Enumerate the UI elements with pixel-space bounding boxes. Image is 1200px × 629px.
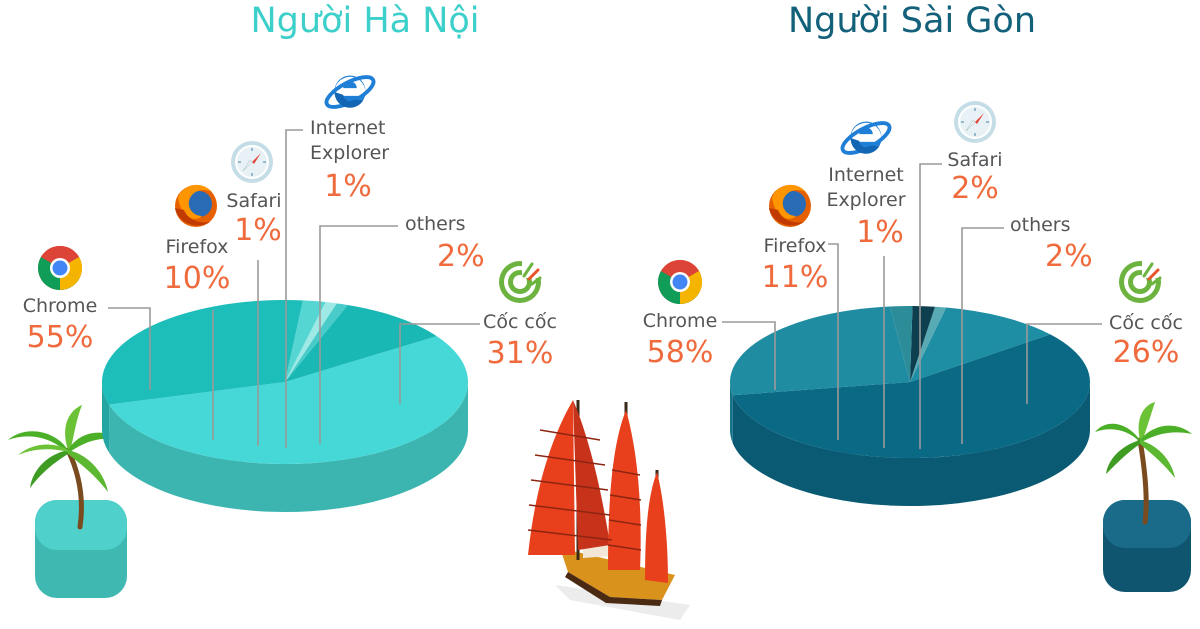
slice-label-chrome: Chrome	[23, 295, 98, 317]
pie-slice-chrome	[732, 334, 1090, 458]
slice-percent-others: 2%	[1045, 239, 1093, 274]
saigon-title: Người Sài Gòn	[788, 1, 1036, 41]
leader-line-c-c-c-c	[399, 323, 480, 404]
junk-boat-icon	[527, 400, 690, 620]
slice-label-c-c-c-c: Cốc cốc	[483, 311, 557, 333]
safari-icon	[230, 140, 274, 184]
slice-label-internet-explorer: Internet Explorer	[310, 117, 389, 164]
firefox-icon	[769, 184, 811, 227]
slice-label-others: others	[1010, 214, 1071, 236]
leader-line-chrome	[722, 321, 776, 390]
pie-slice-internet-explorer	[285, 302, 337, 382]
safari-icon	[953, 100, 997, 144]
slice-label-c-c-c-c: Cốc cốc	[1109, 312, 1183, 334]
pie-slice-safari	[285, 303, 348, 382]
internet-explorer-icon	[321, 69, 379, 115]
saigon-pie-chart	[730, 306, 1090, 507]
leader-line-others	[319, 225, 398, 444]
leader-line-safari	[919, 163, 942, 449]
slice-label-safari: Safari	[226, 190, 281, 212]
pie-slice-chrome	[109, 336, 468, 464]
slice-label-firefox: Firefox	[764, 235, 827, 257]
chrome-icon	[658, 260, 702, 304]
slice-percent-c-c-c-c: 26%	[1113, 335, 1180, 370]
firefox-icon	[175, 184, 217, 227]
leader-line-c-c-c-c	[1026, 323, 1102, 404]
leader-line-chrome	[108, 307, 151, 390]
internet-explorer-icon	[837, 115, 895, 161]
pie-side-c-c-c-c	[730, 382, 733, 444]
slice-label-others: others	[405, 213, 466, 235]
pie-slice-internet-explorer	[910, 306, 947, 382]
leader-line-firefox	[828, 243, 839, 440]
palm-tree-left-icon	[8, 405, 127, 598]
slice-percent-internet-explorer: 1%	[324, 169, 372, 204]
slice-percent-safari: 2%	[951, 171, 999, 206]
palm-tree-right-icon	[1095, 402, 1192, 592]
slice-percent-safari: 1%	[234, 213, 282, 248]
pie-side-c-c-c-c	[102, 382, 110, 453]
slice-label-safari: Safari	[947, 149, 1002, 171]
slice-percent-c-c-c-c: 31%	[487, 336, 554, 371]
hanoi-pie-chart	[102, 300, 468, 512]
slice-percent-chrome: 55%	[27, 320, 94, 355]
slice-percent-chrome: 58%	[647, 335, 714, 370]
slice-percent-internet-explorer: 1%	[856, 215, 904, 250]
leader-line-others	[961, 227, 1004, 444]
pie-slice-others	[285, 300, 326, 382]
pie-top	[730, 306, 1090, 458]
slice-label-internet-explorer: Internet Explorer	[826, 164, 905, 211]
pie-sides	[730, 382, 1090, 507]
slice-percent-firefox: 11%	[762, 260, 829, 295]
chrome-icon	[38, 246, 82, 290]
pie-sides	[102, 382, 468, 512]
saigon-labels: Chrome 58% Firefox 11% Internet Explorer 1% Saf…	[643, 100, 1183, 449]
pie-slice-safari	[910, 306, 936, 382]
pie-slice-others	[889, 306, 913, 382]
slice-percent-others: 2%	[437, 239, 485, 274]
slice-label-firefox: Firefox	[166, 236, 229, 258]
pie-top	[102, 300, 468, 464]
pie-slice-firefox	[910, 307, 1051, 382]
slice-label-chrome: Chrome	[643, 310, 718, 332]
pie-slice-c-c-c-c	[730, 306, 910, 396]
leader-line-internet-explorer	[285, 129, 303, 448]
slice-percent-firefox: 10%	[164, 261, 231, 296]
pie-side-chrome	[732, 382, 1090, 507]
coccoc-icon	[497, 258, 544, 305]
coccoc-icon	[1117, 258, 1164, 305]
pie-side-chrome	[109, 382, 468, 512]
hanoi-title: Người Hà Nội	[250, 1, 479, 41]
pie-slice-c-c-c-c	[102, 300, 303, 405]
pie-slice-firefox	[285, 304, 437, 382]
